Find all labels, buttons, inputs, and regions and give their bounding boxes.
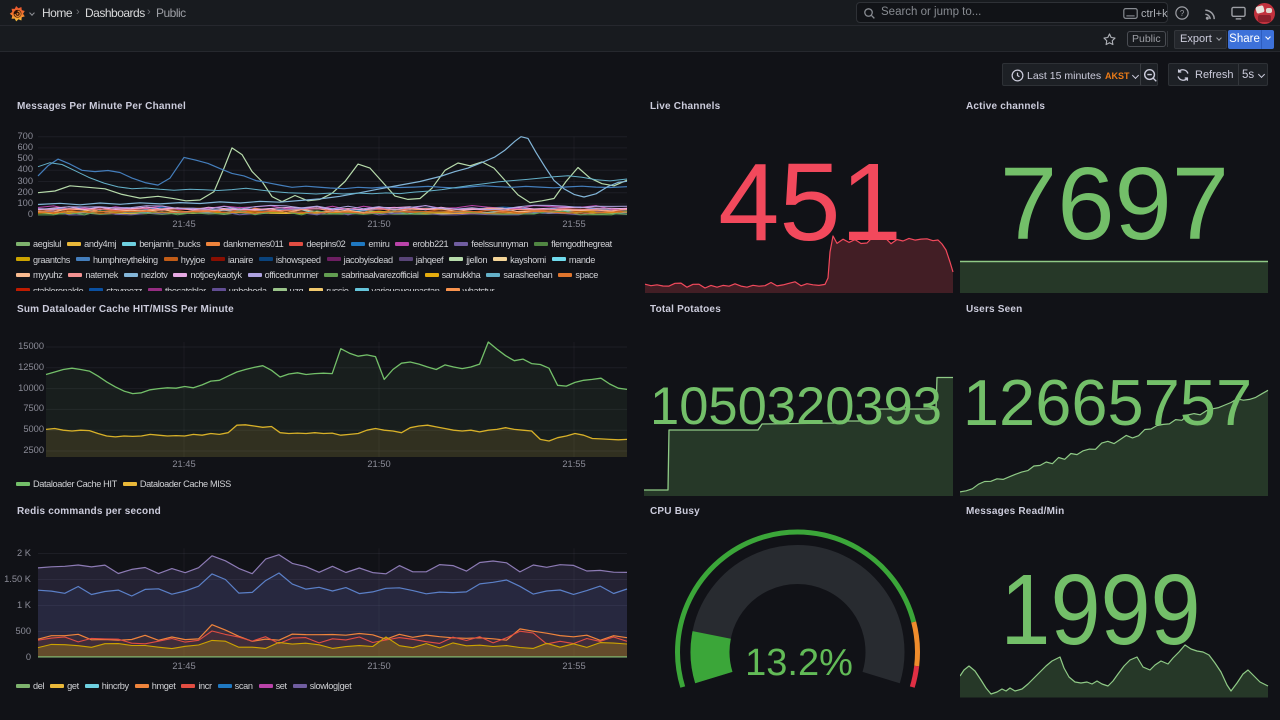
svg-text:?: ? [1180,9,1185,18]
